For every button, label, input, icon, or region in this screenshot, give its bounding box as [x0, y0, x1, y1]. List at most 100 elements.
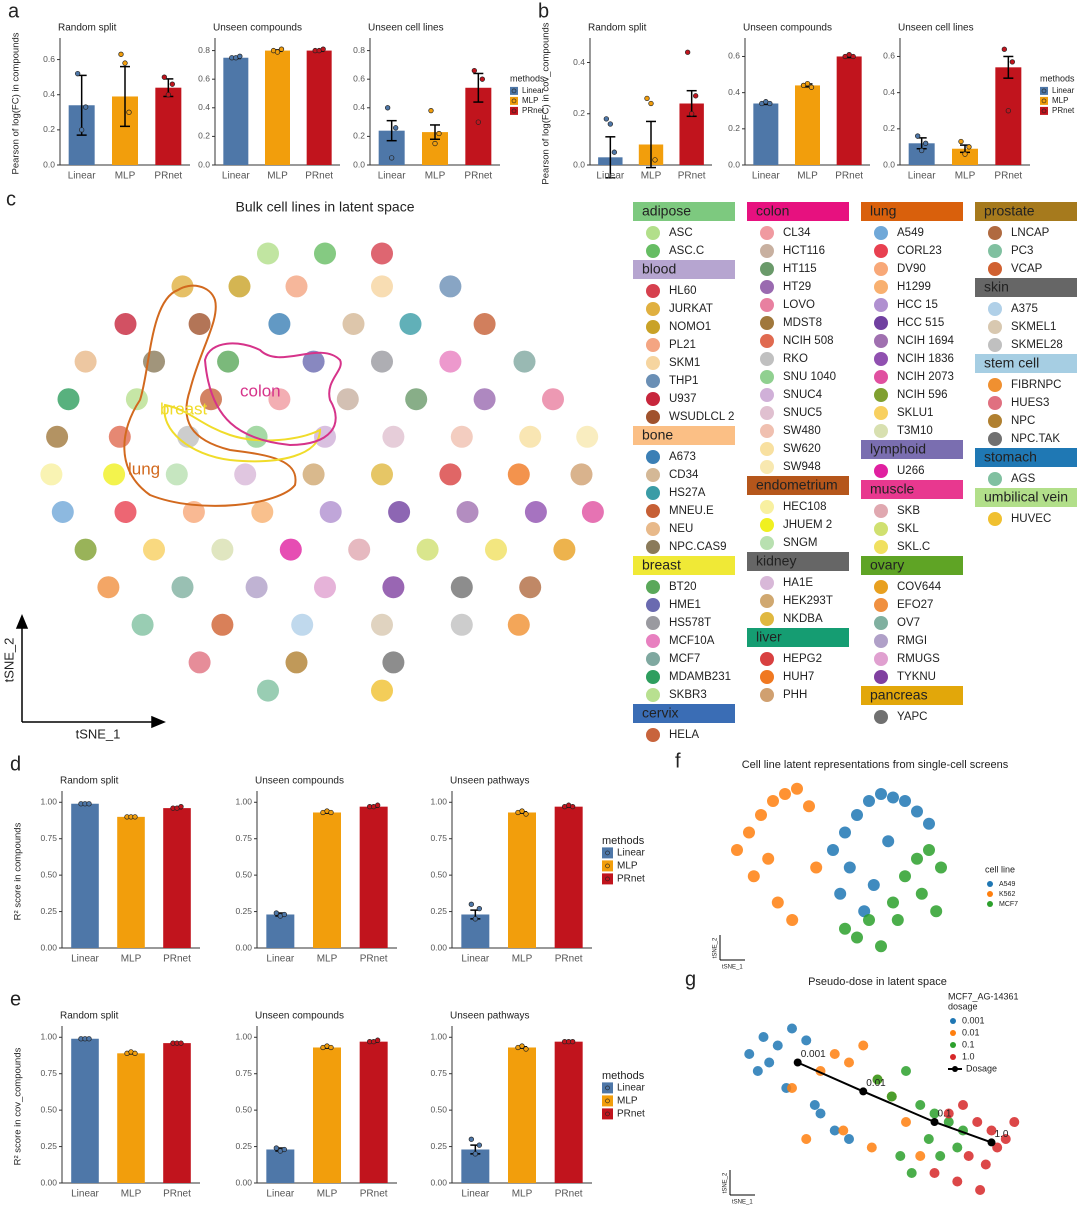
data-point [787, 1023, 797, 1034]
data-point [471, 67, 477, 74]
y-tick-label: 0.75 [235, 833, 252, 843]
legend-group-name: umbilical vein [984, 489, 1068, 505]
data-point [791, 782, 803, 795]
y-tick-label: 1.00 [40, 797, 57, 807]
cluster [125, 388, 148, 411]
bar [554, 806, 583, 948]
bar [163, 1043, 191, 1183]
data-point [1000, 1134, 1011, 1144]
bar [995, 67, 1022, 165]
subplot-title: Unseen compounds [743, 23, 832, 34]
x-tick-label: MLP [797, 171, 818, 182]
cluster [319, 501, 342, 523]
legend-label: SKMEL28 [1011, 339, 1063, 351]
legend-key [874, 540, 888, 554]
data-point [930, 905, 943, 918]
legend-label: RMGI [897, 635, 927, 647]
legend-label: FIBRNPC [1011, 379, 1061, 391]
data-point [980, 1159, 991, 1170]
legend-label: HT29 [783, 281, 811, 293]
x-tick-label: Linear [752, 171, 780, 182]
data-point [839, 826, 851, 839]
cluster [570, 463, 593, 486]
data-point [570, 804, 576, 810]
cluster [371, 275, 393, 298]
cluster [456, 501, 479, 523]
data-point [752, 1066, 763, 1076]
cluster [439, 275, 462, 298]
cluster [285, 275, 308, 298]
data-point [764, 1057, 775, 1068]
y-tick-label: 0.8 [353, 45, 365, 55]
data-point [839, 922, 851, 935]
legend-label: SNGM [783, 537, 818, 549]
legend-group-name: lymphoid [870, 441, 926, 457]
cluster [74, 350, 97, 373]
cluster [342, 313, 365, 335]
cluster [114, 313, 137, 335]
x-tick-label: Linear [378, 171, 406, 182]
data-point [815, 1108, 826, 1119]
cluster [211, 538, 234, 561]
legend-key [874, 616, 888, 630]
data-point [393, 125, 399, 131]
data-point [801, 1134, 812, 1144]
cluster [131, 613, 154, 636]
data-point [772, 1040, 783, 1051]
legend-group-header [747, 552, 849, 571]
legend-label: Dosage [966, 1063, 997, 1073]
legend-label: PRnet [617, 1109, 645, 1120]
legend-title: methods [602, 835, 645, 847]
data-point [803, 800, 815, 813]
y-tick-label: 0.2 [43, 124, 55, 134]
bar [554, 1041, 583, 1183]
legend-key [646, 540, 660, 554]
legend-label: NCIH 596 [897, 389, 948, 401]
panel-label: b [538, 0, 549, 22]
y-tick-label: 0.25 [235, 1141, 252, 1151]
legend-label: HME1 [669, 599, 701, 611]
cluster [336, 388, 359, 411]
legend-label: HS27A [669, 487, 706, 499]
legend-key [646, 320, 660, 334]
cluster [314, 242, 336, 265]
legend-key [646, 284, 660, 298]
legend-key [760, 298, 774, 312]
data-point [911, 852, 923, 865]
legend-key [646, 504, 660, 518]
y-tick-label: 0.4 [353, 102, 365, 112]
error-bar [120, 65, 130, 128]
data-point [843, 861, 856, 874]
legend-group-header [861, 686, 963, 705]
data-point [132, 1050, 138, 1056]
data-point [169, 81, 175, 87]
data-point [118, 51, 124, 57]
x-tick-label: Linear [266, 954, 294, 965]
legend-key [760, 612, 774, 626]
cluster [450, 425, 473, 448]
legend-label: Linear [617, 1083, 645, 1094]
y-tick-label: 0.00 [40, 1177, 57, 1187]
data-point [178, 1040, 184, 1046]
legend-key [760, 424, 774, 438]
cluster [302, 463, 325, 486]
legend-label: 1.0 [962, 1051, 975, 1061]
x-axis-label: tSNE_1 [722, 965, 743, 971]
legend-group-header [633, 260, 735, 279]
panel-label: f [675, 750, 681, 772]
data-point [274, 49, 281, 55]
legend-key [874, 634, 888, 648]
legend-key [760, 594, 774, 608]
legend-group-header [633, 202, 735, 221]
data-point [385, 105, 391, 111]
data-point [328, 809, 334, 816]
legend-group-header [747, 202, 849, 221]
panel-label: a [8, 0, 20, 22]
y-tick-label: 0.2 [728, 123, 740, 133]
legend-key [646, 392, 660, 406]
legend-label: RMUGS [897, 653, 940, 665]
y-tick-label: 0.00 [430, 1177, 447, 1187]
y-tick-label: 0.75 [430, 833, 447, 843]
y-axis-label: tSNE_2 [723, 1172, 729, 1193]
y-tick-label: 0.50 [235, 1104, 252, 1114]
